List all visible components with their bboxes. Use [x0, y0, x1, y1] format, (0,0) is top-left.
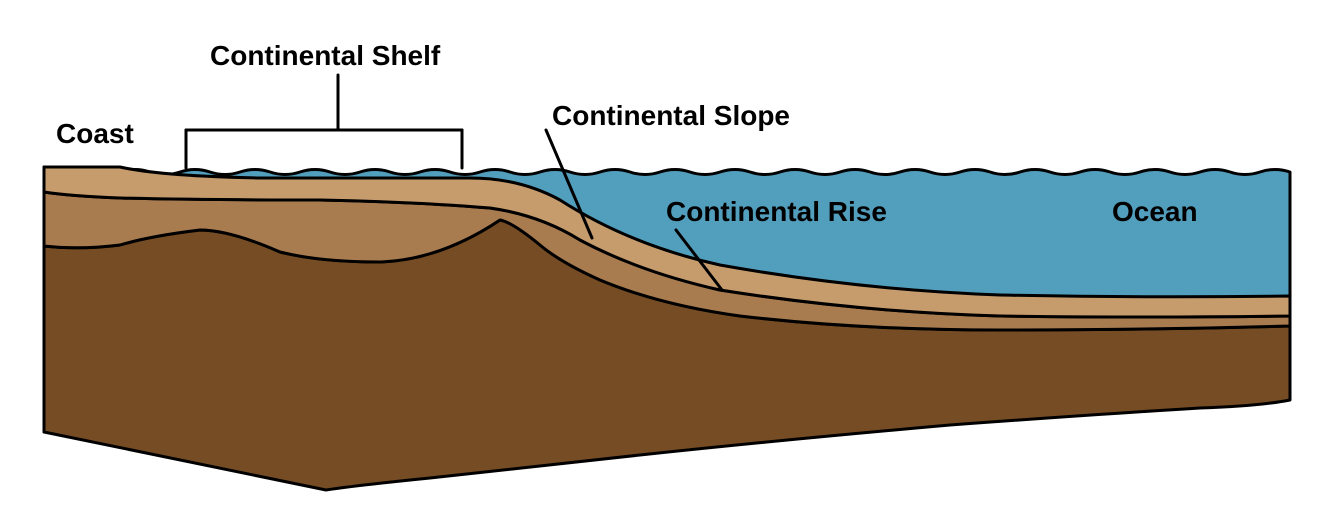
label-slope: Continental Slope	[552, 100, 790, 132]
label-rise: Continental Rise	[666, 196, 887, 228]
label-coast: Coast	[56, 118, 134, 150]
label-ocean: Ocean	[1112, 196, 1198, 228]
continental-margin-diagram: Coast Continental Shelf Continental Slop…	[0, 0, 1320, 521]
label-shelf: Continental Shelf	[210, 40, 440, 72]
diagram-svg	[0, 0, 1320, 521]
